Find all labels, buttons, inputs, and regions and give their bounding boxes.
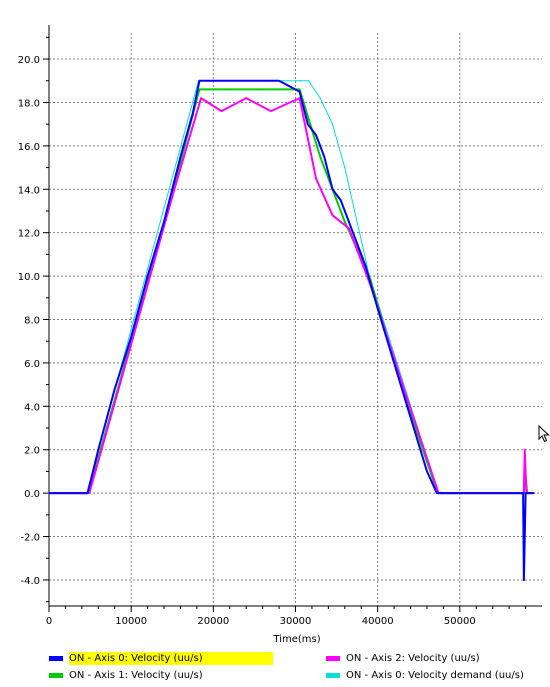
data-point-axis-0-velocity-uu-s (307, 123, 309, 125)
data-point-axis-0-velocity-uu-s (261, 79, 264, 82)
data-point-axis-0-velocity-uu-s (130, 336, 132, 338)
data-point-axis-2-velocity-uu-s (523, 448, 526, 451)
data-point-axis-0-velocity-uu-s (315, 134, 317, 136)
x-tick-label: 30000 (280, 616, 312, 627)
data-point-axis-2-velocity-uu-s (403, 388, 405, 390)
x-axis-label: Time(ms) (272, 634, 320, 645)
data-point-axis-0-velocity-uu-s (278, 79, 280, 82)
data-point-axis-0-velocity-uu-s (228, 79, 231, 82)
data-point-axis-0-velocity-demand-uu-s (331, 123, 334, 125)
tick-labels: -4.0 -2.0 0.0 2.0 4.0 6.0 8.0 10.0 12.0 14.0 16.0 1… (18, 55, 476, 627)
data-point-axis-0-velocity-demand-uu-s (319, 97, 321, 99)
data-point-axis-0-velocity-uu-s (298, 90, 301, 93)
y-tick-label: 2.0 (24, 446, 40, 457)
y-tick-label: 6.0 (24, 359, 40, 370)
y-tick-label: -2.0 (20, 533, 40, 544)
legend-swatch-axis0-velocity-demand (326, 673, 340, 678)
data-point-axis-0-velocity-uu-s (198, 79, 201, 82)
data-point-axis-2-velocity-uu-s (200, 97, 202, 99)
data-point-axis-0-velocity-uu-s (348, 221, 350, 223)
data-point-axis-0-velocity-demand-uu-s (344, 166, 346, 169)
legend-label-axis0-velocity-demand: ON - Axis 0: Velocity demand (uu/s) (346, 670, 524, 681)
legend-swatch-axis2-velocity (326, 656, 340, 661)
data-point-axis-0-velocity-uu-s (323, 155, 326, 158)
data-point-axis-0-velocity-uu-s (393, 362, 395, 364)
data-point-axis-1-velocity-uu-s (198, 88, 201, 91)
data-point-axis-2-velocity-uu-s (298, 97, 301, 99)
data-point-axis-0-velocity-uu-s (339, 199, 342, 201)
x-tick-label: 50000 (444, 616, 476, 627)
x-tick-label: 40000 (362, 616, 394, 627)
grid (49, 33, 542, 606)
data-point-axis-1-velocity-uu-s (228, 88, 231, 91)
data-point-axis-2-velocity-uu-s (245, 97, 247, 99)
data-point-axis-0-velocity-uu-s (436, 492, 438, 494)
x-tick-label: 20000 (197, 616, 229, 627)
y-tick-label: 14.0 (18, 185, 40, 196)
data-point-axis-0-velocity-uu-s (113, 388, 116, 390)
legend-label-axis2-velocity: ON - Axis 2: Velocity (uu/s) (346, 653, 480, 664)
data-point-axis-0-velocity-uu-s (245, 79, 247, 82)
data-point-axis-1-velocity-uu-s (344, 221, 346, 223)
data-point-axis-2-velocity-uu-s (88, 492, 91, 494)
mouse-pointer-icon (538, 424, 550, 448)
data-point-axis-0-velocity-uu-s (179, 155, 182, 158)
data-point-axis-0-velocity-uu-s (426, 470, 428, 473)
data-point-axis-1-velocity-uu-s (319, 155, 321, 158)
data-point-axis-0-velocity-uu-s (86, 492, 89, 494)
data-point-axis-0-velocity-uu-s (97, 448, 100, 451)
data-point-axis-2-velocity-uu-s (348, 227, 350, 230)
y-tick-label: 16.0 (18, 142, 40, 153)
data-point-axis-2-velocity-uu-s (131, 340, 133, 343)
data-point-axis-0-velocity-uu-s (524, 492, 527, 494)
data-point-axis-2-velocity-uu-s (172, 192, 174, 195)
data-point-axis-2-velocity-uu-s (315, 177, 317, 180)
data-point-axis-0-velocity-demand-uu-s (307, 79, 310, 82)
y-tick-label: 10.0 (18, 272, 40, 283)
data-point-axis-0-velocity-uu-s (163, 221, 165, 223)
y-tick-label: 8.0 (24, 316, 40, 327)
data-point-axis-1-velocity-uu-s (261, 88, 264, 91)
data-point-axis-0-velocity-uu-s (331, 188, 334, 191)
axes (43, 25, 542, 612)
series-line-axis-0-velocity-demand-uu-s (49, 80, 534, 494)
data-point-axis-0-velocity-uu-s (212, 79, 215, 82)
data-point-axis-0-velocity-uu-s (522, 492, 524, 494)
y-tick-label: 18.0 (18, 98, 40, 109)
data-point-axis-0-velocity-uu-s (532, 492, 535, 494)
data-point-axis-0-velocity-uu-s (409, 416, 412, 418)
legend-label-axis0-velocity: ON - Axis 0: Velocity (uu/s) (69, 652, 273, 665)
data-point-axis-1-velocity-uu-s (298, 88, 301, 91)
data-point-axis-0-velocity-uu-s (364, 264, 367, 267)
series-line-axis-1-velocity-uu-s (49, 88, 534, 495)
data-point-axis-0-velocity-uu-s (356, 242, 358, 245)
legend-label-axis1-velocity: ON - Axis 1: Velocity (uu/s) (69, 670, 203, 681)
y-tick-label: -4.0 (20, 576, 40, 587)
legend-swatch-axis1-velocity (49, 673, 63, 678)
data-point-axis-0-velocity-demand-uu-s (299, 79, 302, 82)
legend-swatch-axis0-velocity (49, 656, 63, 661)
y-tick-label: 4.0 (24, 402, 40, 413)
data-point-axis-0-velocity-uu-s (191, 112, 194, 115)
data-point-axis-0-velocity-uu-s (523, 579, 525, 581)
series-line-axis-2-velocity-uu-s (49, 97, 534, 495)
x-tick-label: 0 (46, 616, 52, 627)
y-tick-label: 0.0 (24, 489, 40, 500)
data-point-axis-0-velocity-uu-s (146, 275, 149, 277)
data-point-axis-2-velocity-uu-s (220, 110, 223, 112)
y-tick-label: 20.0 (18, 55, 40, 66)
data-point-axis-2-velocity-uu-s (331, 214, 334, 217)
data-point-axis-0-velocity-uu-s (376, 307, 379, 310)
y-tick-label: 12.0 (18, 229, 40, 240)
x-tick-label: 10000 (115, 616, 147, 627)
series-line-axis-0-velocity-uu-s (49, 79, 534, 581)
data-point-axis-0-velocity-uu-s (48, 492, 50, 494)
series-lines (48, 79, 535, 581)
data-point-axis-2-velocity-uu-s (270, 110, 272, 112)
